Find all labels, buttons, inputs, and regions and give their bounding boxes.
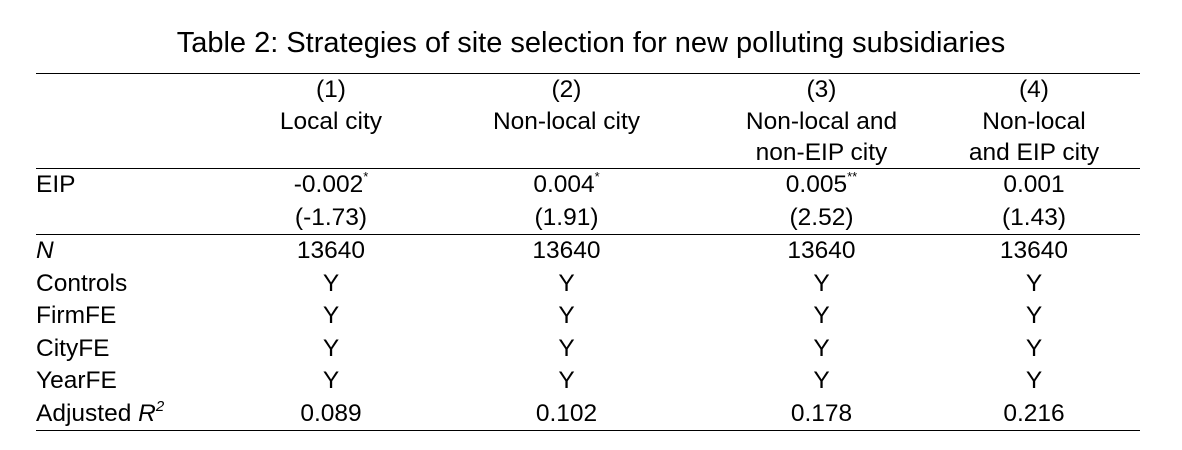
tstat-cell: (1.43) xyxy=(1001,203,1066,231)
table-row-yearfe: YearFE Y Y Y Y xyxy=(36,365,1140,398)
table-row-eip-coef: EIP -0.002* 0.004* 0.005** 0.001 xyxy=(36,168,1140,202)
table-row-eip-tstat: (-1.73) (1.91) (2.52) (1.43) xyxy=(36,202,1140,235)
row-label: EIP xyxy=(36,168,244,202)
column-label-line: non-EIP city xyxy=(755,139,888,166)
row-label-empty xyxy=(36,202,244,235)
table-row-n: N 13640 13640 13640 13640 xyxy=(36,234,1140,268)
value-cell: 0.216 xyxy=(928,397,1140,431)
coef-cell: 0.005** xyxy=(715,168,928,202)
column-label-line: Local city xyxy=(279,108,383,135)
value-cell: Y xyxy=(558,367,575,394)
coef-cell: 0.004* xyxy=(418,168,715,202)
table-title: Table 2: Strategies of site selection fo… xyxy=(176,27,1006,59)
value-cell: Y xyxy=(322,269,340,297)
column-label: Local city xyxy=(244,106,418,169)
value-cell: 13640 xyxy=(928,234,1140,268)
value-cell: Y xyxy=(1025,302,1043,329)
value-cell: Y xyxy=(322,302,340,329)
value-cell: Y xyxy=(813,269,830,297)
significance-stars: * xyxy=(594,169,600,184)
value-cell: Y xyxy=(813,334,830,362)
coef-value: 0.001 xyxy=(1003,171,1065,198)
value-cell: 13640 xyxy=(244,234,418,268)
tstat-cell: (2.52) xyxy=(789,203,854,231)
header-row-labels: Local city Non-local city Non-local and … xyxy=(36,106,1140,169)
value-cell: Y xyxy=(322,334,340,362)
coef-value: 0.005 xyxy=(785,171,848,198)
column-label-line: Non-local and xyxy=(745,108,898,135)
value-cell: Y xyxy=(1025,269,1043,297)
column-number: (1) xyxy=(244,73,418,106)
table-row-controls: Controls Y Y Y Y xyxy=(36,268,1140,301)
regression-table: (1) (2) (3) (4) Local city Non-local cit… xyxy=(36,73,1140,431)
value-cell: Y xyxy=(813,367,830,394)
value-cell: 0.178 xyxy=(715,397,928,431)
value-cell: 0.102 xyxy=(418,397,715,431)
value-cell: Y xyxy=(813,302,830,329)
column-label: Non-local and non-EIP city xyxy=(715,106,928,169)
row-label: CityFE xyxy=(36,334,110,362)
value-cell: 13640 xyxy=(715,234,928,268)
value-cell: Y xyxy=(322,367,340,394)
row-label: Adjusted R2 xyxy=(36,397,244,431)
coef-value: -0.002 xyxy=(293,171,364,198)
table-row-firmfe: FirmFE Y Y Y Y xyxy=(36,300,1140,333)
r-symbol: R xyxy=(138,399,156,427)
column-number: (2) xyxy=(418,73,715,106)
table-row-adjusted-r2: Adjusted R2 0.089 0.102 0.178 0.216 xyxy=(36,397,1140,431)
column-label: Non-local city xyxy=(418,106,715,169)
column-label-line: and EIP city xyxy=(968,139,1100,166)
row-label: Controls xyxy=(36,269,128,297)
header-corner xyxy=(36,73,244,106)
coef-cell: -0.002* xyxy=(244,168,418,202)
row-label: N xyxy=(36,234,244,268)
column-label-line: Non-local xyxy=(982,108,1086,135)
value-cell: Y xyxy=(558,302,575,329)
coef-cell: 0.001 xyxy=(928,168,1140,202)
row-label: YearFE xyxy=(36,367,117,394)
coef-value: 0.004 xyxy=(533,171,595,198)
row-label-text: Adjusted xyxy=(36,399,132,427)
header-corner xyxy=(36,106,244,169)
header-row-numbers: (1) (2) (3) (4) xyxy=(36,73,1140,106)
value-cell: Y xyxy=(1025,334,1043,362)
r-exponent: 2 xyxy=(155,397,165,415)
value-cell: 13640 xyxy=(418,234,715,268)
tstat-cell: (-1.73) xyxy=(294,203,368,231)
row-label: FirmFE xyxy=(36,302,117,329)
column-label-line: Non-local city xyxy=(492,108,641,135)
tstat-cell: (1.91) xyxy=(534,203,599,231)
column-label: Non-local and EIP city xyxy=(928,106,1140,169)
significance-stars: ** xyxy=(847,169,858,184)
column-number: (4) xyxy=(928,73,1140,106)
value-cell: Y xyxy=(558,269,575,297)
column-number: (3) xyxy=(715,73,928,106)
value-cell: Y xyxy=(1025,367,1043,394)
significance-stars: * xyxy=(363,169,369,184)
value-cell: Y xyxy=(558,334,575,362)
value-cell: 0.089 xyxy=(244,397,418,431)
table-row-cityfe: CityFE Y Y Y Y xyxy=(36,333,1140,366)
